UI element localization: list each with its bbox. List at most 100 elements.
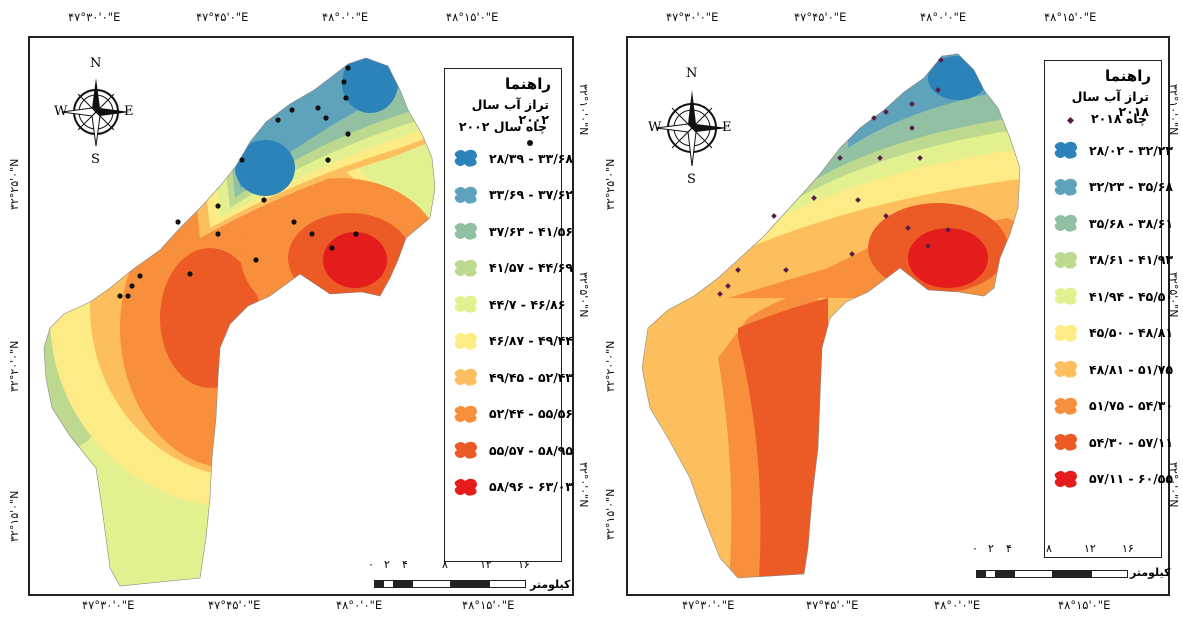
legend-swatch-icon (454, 186, 477, 204)
legend-class-label: ۴۵/۵۰ - ۴۸/۸۱ (1089, 325, 1174, 340)
legend-class-label: ۴۱/۹۴ - ۴۵/۵۰ (1089, 288, 1174, 304)
scale-tick: ۱۶ (1122, 542, 1134, 555)
compass-e: E (124, 104, 134, 119)
legend-class-item: ۵۸/۹۶ - ۶۳/۰۳ (453, 476, 573, 498)
legend-class-item: ۵۴/۳۰ - ۵۷/۱۱ (1053, 431, 1173, 453)
top-coord-4: ۴۸°۱۵'۰"E (446, 10, 499, 24)
legend-class-item: ۵۱/۷۵ - ۵۴/۳۰ (1053, 395, 1173, 417)
scale-tick: ۸ (442, 558, 448, 571)
legend-swatch-icon (454, 295, 477, 313)
scale-tick: ۰ (972, 542, 978, 555)
right-map-panel: ۴۷°۳۰'۰"E ۴۷°۴۵'۰"E ۴۸°۰'۰"E ۴۸°۱۵'۰"E (598, 0, 1183, 621)
left-coord-3: ۳۲°۲۵'۰"N (8, 158, 21, 210)
legend-title: راهنما (1105, 67, 1151, 85)
legend-wells-label: چاه ۲۰۱۸ (1091, 111, 1147, 126)
legend-class-label: ۵۷/۱۱ - ۶۰/۵۵ (1089, 471, 1174, 486)
legend-swatch-icon (1054, 287, 1077, 305)
legend-swatch-icon (1054, 214, 1077, 232)
legend-class-label: ۴۸/۸۱ - ۵۱/۷۵ (1089, 361, 1174, 377)
legend-class-item: ۴۱/۵۷ - ۴۴/۶۹ (453, 257, 573, 279)
legend-wells: چاه سال ۲۰۰۲ (445, 119, 547, 149)
bottom-coord-1: ۴۷°۳۰'۰"E (682, 598, 735, 612)
legend-swatch-icon (1054, 141, 1077, 159)
scale-tick: ۲ (988, 542, 994, 555)
legend-class-label: ۴۹/۴۵ - ۵۲/۴۳ (489, 369, 574, 385)
legend-class-label: ۴۱/۵۷ - ۴۴/۶۹ (489, 260, 574, 275)
left-map-panel: ۴۷°۳۰'۰"E ۴۷°۴۵'۰"E ۴۸°۰'۰"E ۴۸°۱۵'۰"E (8, 10, 590, 612)
right-coord-1: ۳۲°۱۰'۰"N (1167, 84, 1180, 136)
compass-rose: N S E W (54, 56, 136, 168)
legend-class-item: ۵۲/۴۴ - ۵۵/۵۶ (453, 403, 573, 425)
legend-swatch-icon (1054, 324, 1077, 342)
legend: راهنما تراز آب سال ۲۰۱۸ چاه ۲۰۱۸ ۲۸/۰۲ -… (1044, 60, 1173, 558)
legend-class-label: ۵۱/۷۵ - ۵۴/۳۰ (1089, 398, 1174, 413)
water-level-map-2002 (43, 57, 436, 587)
legend-class-item: ۵۷/۱۱ - ۶۰/۵۵ (1053, 468, 1173, 490)
scale-tick: ۱۲ (1084, 542, 1096, 555)
legend-class-label: ۳۵/۶۸ - ۳۸/۶۱ (1089, 215, 1174, 231)
legend-class-label: ۵۸/۹۶ - ۶۳/۰۳ (489, 479, 574, 494)
legend-swatch-icon (454, 405, 477, 423)
scale-tick: ۴ (402, 558, 408, 571)
wells-2002 (117, 65, 359, 299)
left-coord-2: ۳۲°۲۰'۰"N (604, 340, 617, 392)
scale-bar (976, 570, 1128, 578)
right-coord-2: ۳۲°۵'۰"N (1167, 272, 1180, 318)
top-coord-3: ۴۸°۰'۰"E (920, 10, 967, 24)
bottom-coord-3: ۴۸°۰'۰"E (336, 598, 383, 612)
top-coord-4: ۴۸°۱۵'۰"E (1044, 10, 1097, 24)
legend-class-item: ۵۵/۵۷ - ۵۸/۹۵ (453, 439, 573, 461)
compass-rose: N S E W (648, 62, 732, 192)
scale-unit: کیلومتر (1130, 566, 1171, 579)
legend-swatch-icon (454, 332, 477, 350)
legend-wells-label: چاه سال ۲۰۰۲ (458, 119, 547, 134)
wells-2018 (717, 57, 951, 297)
legend-swatch-icon (1054, 433, 1077, 451)
legend-class-label: ۵۲/۴۴ - ۵۵/۵۶ (489, 406, 574, 421)
legend-class-item: ۴۶/۸۷ - ۴۹/۴۴ (453, 330, 573, 352)
legend-class-label: ۲۸/۰۲ - ۳۲/۲۳ (1089, 142, 1174, 158)
water-level-map-2018 (641, 53, 1021, 579)
compass-icon (655, 90, 728, 167)
scale-tick: ۲ (384, 558, 390, 571)
scale-tick: ۰ (368, 558, 374, 571)
right-coord-2: ۳۲°۵'۰"N (577, 272, 590, 318)
compass-s: S (91, 152, 100, 167)
compass-n: N (686, 66, 698, 81)
legend-wells: چاه ۲۰۱۸ (1066, 111, 1147, 126)
legend-class-label: ۴۴/۷ - ۴۶/۸۶ (489, 296, 566, 312)
bottom-coord-2: ۴۷°۴۵'۰"E (208, 598, 261, 612)
legend-swatch-icon (454, 149, 477, 167)
scale-tick: ۱۲ (480, 558, 492, 571)
top-coord-3: ۴۸°۰'۰"E (322, 10, 369, 24)
legend-class-label: ۵۴/۳۰ - ۵۷/۱۱ (1089, 434, 1174, 450)
legend-class-label: ۳۳/۶۹ - ۳۷/۶۲ (489, 187, 574, 202)
compass-icon (61, 78, 130, 147)
compass-n: N (90, 56, 102, 71)
compass-e: E (722, 120, 732, 135)
legend-class-item: ۴۴/۷ - ۴۶/۸۶ (453, 293, 565, 315)
right-coord-1: ۳۲°۱۰'۰"N (577, 84, 590, 136)
legend-subtitle: تراز آب سال ۲۰۱۸ (1071, 89, 1149, 119)
compass-s: S (687, 172, 696, 187)
bottom-coord-4: ۴۸°۱۵'۰"E (462, 598, 515, 612)
legend-class-label: ۳۸/۶۱ - ۴۱/۹۳ (1089, 252, 1174, 267)
legend-subtitle: تراز آب سال ۲۰۰۲ (471, 97, 549, 127)
legend-class-item: ۴۱/۹۴ - ۴۵/۵۰ (1053, 285, 1173, 307)
scale-tick: ۴ (1006, 542, 1012, 555)
compass-w: W (54, 104, 68, 119)
legend-swatch-icon (454, 259, 477, 277)
legend-swatch-icon (454, 222, 477, 240)
left-coord-1: ۳۲°۱۵'۰"N (604, 488, 617, 540)
scale-bar (374, 580, 526, 588)
legend-swatch-icon (1054, 397, 1077, 415)
map-frame: N S E W راهنما تراز آب سال ۲۰۱۸ چاه ۲۰۱۸… (626, 36, 1173, 596)
right-coord-3: ۳۲°۰'۰"N (577, 462, 590, 508)
left-coord-1: ۳۲°۱۵'۰"N (8, 490, 21, 542)
map-frame: N S E W راهنما تراز آب سال ۲۰۰۲ چاه سال … (28, 36, 574, 596)
well-diamond-icon (1066, 116, 1074, 125)
top-coord-1: ۴۷°۳۰'۰"E (68, 10, 121, 24)
legend-class-item: ۳۵/۶۸ - ۳۸/۶۱ (1053, 212, 1173, 234)
legend-title: راهنما (505, 75, 551, 93)
legend-class-item: ۳۷/۶۳ - ۴۱/۵۶ (453, 220, 573, 242)
